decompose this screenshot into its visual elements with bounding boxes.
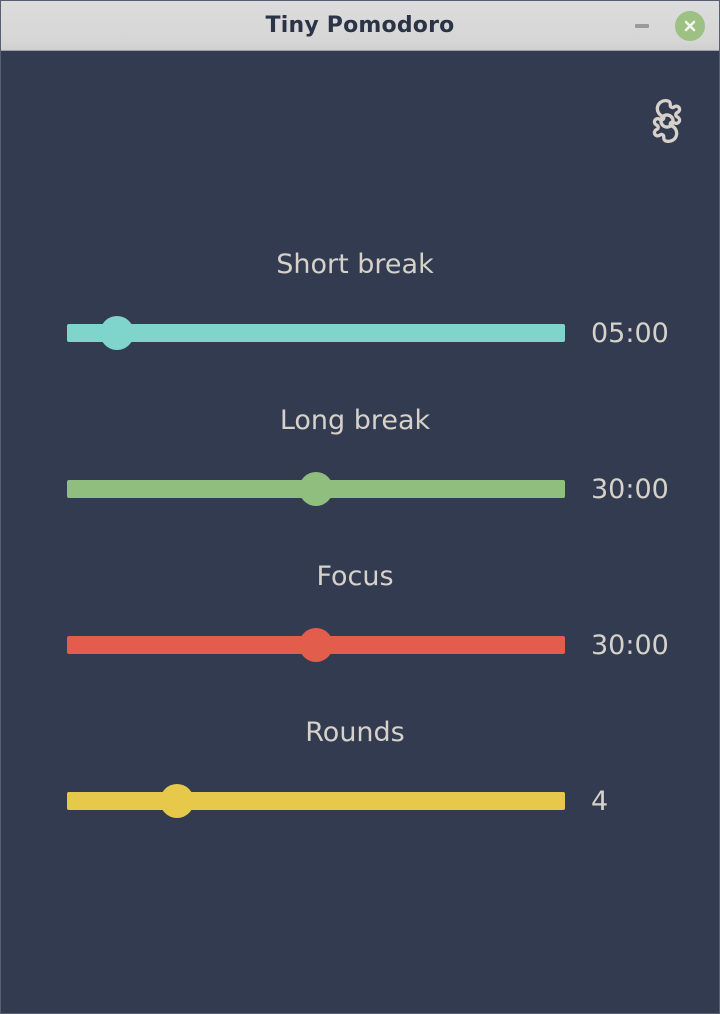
slider-label-focus: Focus — [316, 561, 394, 592]
slider-value-long-break: 30:00 — [591, 473, 669, 505]
minimize-icon — [635, 24, 649, 28]
close-icon — [684, 20, 696, 32]
slider-handle-focus[interactable] — [299, 628, 333, 662]
slider-group-focus: Focus 30:00 — [1, 561, 719, 662]
slider-short-break[interactable] — [67, 316, 565, 350]
slider-line-short-break: 05:00 — [1, 316, 719, 350]
slider-handle-short-break[interactable] — [99, 316, 134, 350]
window-title: Tiny Pomodoro — [265, 13, 455, 38]
gear-icon — [652, 98, 682, 144]
minimize-button[interactable] — [629, 13, 655, 39]
slider-line-focus: 30:00 — [1, 628, 719, 662]
settings-button[interactable] — [639, 93, 695, 149]
slider-track-short-break[interactable] — [67, 324, 565, 342]
slider-line-long-break: 30:00 — [1, 472, 719, 506]
slider-value-focus: 30:00 — [591, 629, 669, 661]
slider-value-short-break: 05:00 — [591, 317, 669, 349]
slider-label-long-break: Long break — [279, 405, 431, 436]
settings-row — [639, 93, 695, 149]
slider-rounds[interactable] — [67, 784, 565, 818]
window-content: Short break 05:00 Long break — [1, 51, 719, 1013]
slider-label-short-break: Short break — [276, 249, 434, 280]
close-button[interactable] — [675, 11, 705, 41]
slider-line-rounds: 4 — [1, 784, 719, 818]
slider-group-rounds: Rounds 4 — [1, 717, 719, 818]
slider-track-rounds[interactable] — [67, 792, 565, 810]
slider-focus[interactable] — [67, 628, 565, 662]
slider-group-long-break: Long break 30:00 — [1, 405, 719, 506]
slider-long-break[interactable] — [67, 472, 565, 506]
slider-label-rounds: Rounds — [305, 717, 405, 748]
slider-value-rounds: 4 — [591, 785, 609, 817]
slider-group-short-break: Short break 05:00 — [1, 249, 719, 350]
slider-list: Short break 05:00 Long break — [1, 249, 719, 873]
titlebar[interactable]: Tiny Pomodoro — [1, 1, 719, 51]
titlebar-buttons — [629, 1, 705, 51]
slider-handle-rounds[interactable] — [159, 784, 194, 818]
slider-handle-long-break[interactable] — [299, 472, 333, 506]
